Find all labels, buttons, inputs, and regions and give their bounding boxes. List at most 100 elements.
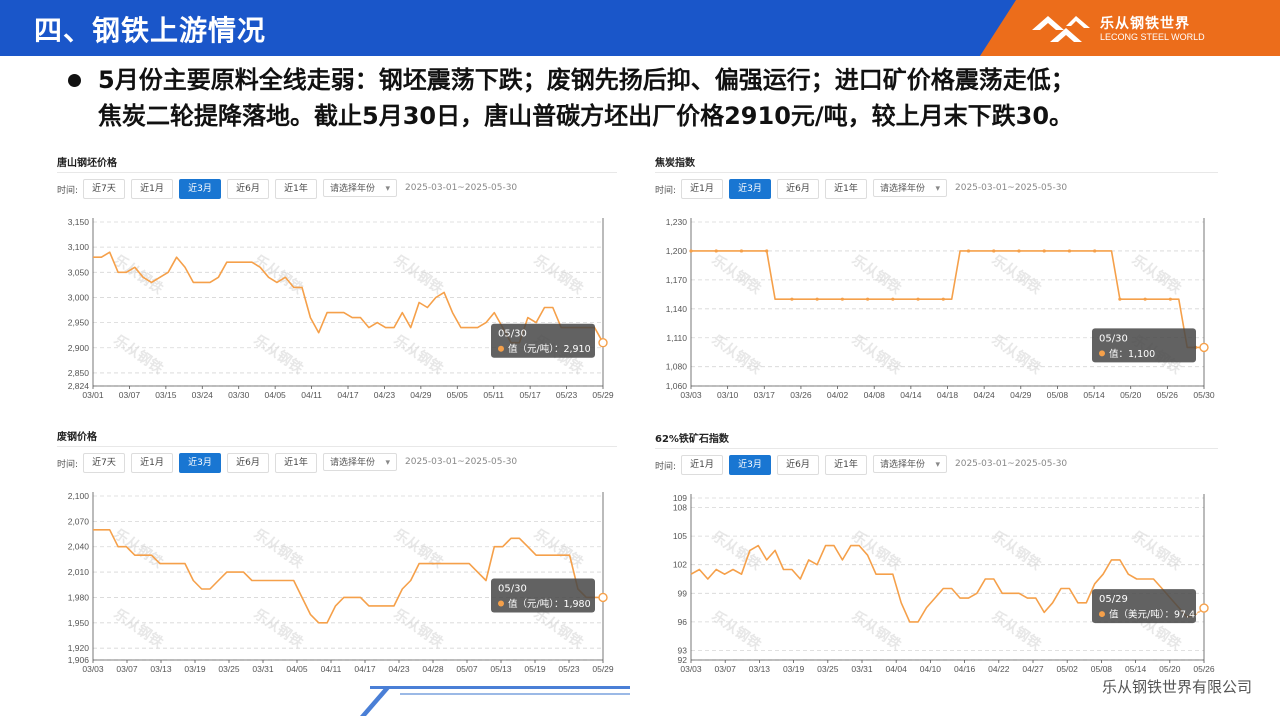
watermark-text: 乐从钢铁 [849, 331, 905, 377]
x-tick-label: 05/20 [1120, 390, 1142, 400]
hover-point[interactable] [598, 338, 608, 348]
chevron-down-icon: ▾ [385, 184, 390, 194]
watermark-text: 乐从钢铁 [849, 607, 905, 653]
year-select[interactable]: 请选择年份 ▾ [873, 455, 947, 473]
filter-button-2[interactable]: 近6月 [777, 179, 819, 199]
filter-label: 时间: [655, 462, 677, 472]
bullet-line-1: 5月份主要原料全线走弱：钢坯震荡下跌；废钢先扬后抑、偏强运行；进口矿价格震荡走低… [98, 66, 1075, 94]
year-select[interactable]: 请选择年份 ▾ [323, 453, 397, 471]
line-chart: 乐从钢铁乐从钢铁乐从钢铁乐从钢铁乐从钢铁乐从钢铁乐从钢铁乐从钢铁2,8242,8… [68, 217, 614, 400]
tooltip-marker-icon [1099, 611, 1105, 618]
y-tick-label: 2,040 [68, 542, 90, 552]
time-filter: 时间: 近7天 近1月 近3月 近6月 近1年 请选择年份 ▾ 2025-03-01~2025-… [57, 452, 617, 474]
x-tick-label: 05/08 [1091, 664, 1113, 674]
filter-button-0[interactable]: 近7天 [83, 179, 125, 199]
filter-button-1[interactable]: 近3月 [729, 455, 771, 475]
tooltip-bg [491, 323, 595, 358]
x-tick-label: 04/23 [388, 664, 410, 674]
x-tick-label: 05/29 [592, 664, 614, 674]
chevron-down-icon: ▾ [385, 458, 390, 468]
panel-divider [57, 446, 617, 447]
data-point [1118, 297, 1122, 301]
tooltip-date: 05/30 [498, 583, 527, 594]
x-tick-label: 03/25 [817, 664, 839, 674]
x-tick-label: 05/17 [520, 390, 542, 400]
footer-line [370, 686, 630, 689]
data-point [815, 297, 819, 301]
y-tick-label: 105 [673, 531, 687, 541]
y-tick-label: 1,980 [68, 592, 90, 602]
x-tick-label: 03/30 [228, 390, 250, 400]
x-tick-label: 03/03 [680, 390, 702, 400]
header-bar: 四、钢铁上游情况 乐从钢铁世界 LECONG STEEL WORLD [0, 0, 1280, 56]
time-filter: 时间: 近7天 近1月 近3月 近6月 近1年 请选择年份 ▾ 2025-03-01~2025-… [57, 178, 617, 200]
filter-button-0[interactable]: 近1月 [681, 179, 723, 199]
filter-button-1[interactable]: 近1月 [131, 179, 173, 199]
y-tick-label: 1,110 [666, 333, 687, 343]
x-tick-label: 05/23 [556, 390, 578, 400]
data-point [891, 297, 895, 301]
y-tick-label: 3,050 [68, 267, 90, 277]
filter-button-3[interactable]: 近1年 [825, 179, 867, 199]
filter-button-2[interactable]: 近3月 [179, 179, 221, 199]
filter-button-2[interactable]: 近6月 [777, 455, 819, 475]
filter-button-3[interactable]: 近1年 [825, 455, 867, 475]
x-tick-label: 03/19 [184, 664, 206, 674]
filter-button-2[interactable]: 近3月 [179, 453, 221, 473]
watermark-text: 乐从钢铁 [391, 331, 447, 377]
year-select[interactable]: 请选择年份 ▾ [873, 179, 947, 197]
x-tick-label: 04/05 [265, 390, 287, 400]
hover-point[interactable] [598, 592, 608, 603]
watermark-text: 乐从钢铁 [251, 605, 307, 651]
x-tick-label: 03/31 [851, 664, 873, 674]
filter-button-1[interactable]: 近3月 [729, 179, 771, 199]
x-tick-label: 03/25 [218, 664, 240, 674]
watermark-text: 乐从钢铁 [1129, 527, 1185, 573]
y-tick-label: 1,230 [666, 217, 688, 227]
x-tick-label: 04/29 [1010, 390, 1032, 400]
y-tick-label: 108 [673, 503, 687, 513]
year-select[interactable]: 请选择年份 ▾ [323, 179, 397, 197]
tooltip-marker-icon [1099, 350, 1105, 357]
x-tick-label: 04/11 [321, 664, 342, 674]
hover-point[interactable] [1199, 342, 1209, 353]
year-select-value: 请选择年份 [880, 184, 926, 194]
tooltip-marker-icon [498, 345, 504, 352]
x-tick-label: 03/03 [82, 664, 104, 674]
data-point [840, 297, 844, 301]
filter-button-0[interactable]: 近1月 [681, 455, 723, 475]
x-tick-label: 04/29 [410, 390, 432, 400]
time-filter: 时间: 近1月 近3月 近6月 近1年 请选择年份 ▾ 2025-03-01~2025-05-… [655, 178, 1218, 200]
hover-point[interactable] [1199, 603, 1209, 613]
watermark-text: 乐从钢铁 [251, 251, 307, 297]
logo-en: LECONG STEEL WORLD [1100, 32, 1205, 42]
chevron-down-icon: ▾ [935, 184, 940, 194]
watermark-text: 乐从钢铁 [849, 527, 905, 573]
x-tick-label: 03/26 [790, 390, 812, 400]
x-tick-label: 03/03 [680, 664, 702, 674]
y-tick-label: 1,200 [666, 246, 688, 256]
tooltip-date: 05/30 [1099, 333, 1128, 344]
filter-button-3[interactable]: 近6月 [227, 453, 269, 473]
tooltip: 05/29 值（美元/吨）：97.45 [1092, 589, 1201, 624]
x-tick-label: 05/11 [483, 390, 504, 400]
footer-line-light [400, 693, 630, 695]
filter-button-1[interactable]: 近1月 [131, 453, 173, 473]
filter-button-4[interactable]: 近1年 [275, 453, 317, 473]
y-tick-label: 96 [678, 617, 688, 627]
filter-button-4[interactable]: 近1年 [275, 179, 317, 199]
y-tick-label: 109 [673, 493, 687, 503]
filter-button-0[interactable]: 近7天 [83, 453, 125, 473]
y-tick-label: 2,010 [68, 567, 90, 577]
watermark-text: 乐从钢铁 [531, 251, 587, 297]
data-point [866, 297, 870, 301]
footer-company: 乐从钢铁世界有限公司 [1101, 678, 1252, 696]
data-point [992, 249, 996, 253]
filter-button-3[interactable]: 近6月 [227, 179, 269, 199]
line-chart: 乐从钢铁乐从钢铁乐从钢铁乐从钢铁乐从钢铁乐从钢铁乐从钢铁乐从钢铁1,0601,0… [666, 217, 1215, 400]
series-line [690, 544, 1205, 623]
year-select-value: 请选择年份 [330, 184, 376, 194]
tooltip: 05/30 值：1,100 [1092, 328, 1196, 363]
